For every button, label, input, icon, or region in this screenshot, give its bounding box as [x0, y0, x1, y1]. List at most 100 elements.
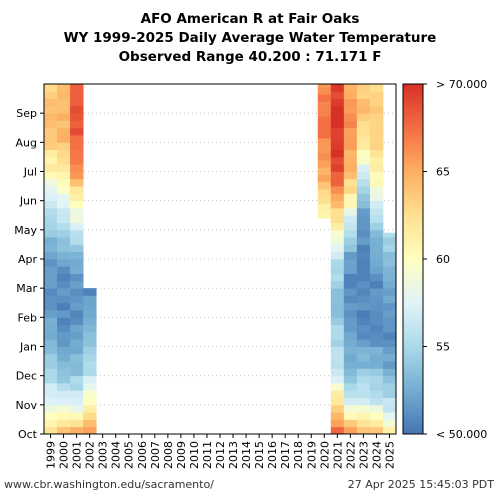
- heat-cell: [356, 135, 371, 143]
- heat-cell: [356, 295, 371, 304]
- heat-cell: [57, 200, 71, 209]
- heat-cell: [70, 135, 84, 143]
- chart-title-line-1: AFO American R at Fair Oaks: [140, 11, 360, 27]
- heat-cell: [343, 390, 358, 398]
- heat-cell: [330, 397, 345, 406]
- heat-cell: [369, 426, 384, 435]
- heat-cell: [343, 368, 358, 377]
- heat-cell: [70, 426, 84, 435]
- x-tick-label: 2024: [370, 441, 383, 469]
- heat-cell: [382, 273, 397, 282]
- heat-cell: [343, 98, 358, 107]
- heat-cell: [44, 127, 58, 136]
- heat-cell: [356, 171, 371, 180]
- heat-cell: [317, 203, 332, 212]
- heat-cell: [44, 404, 58, 413]
- heat-cell: [83, 346, 97, 355]
- heat-cell: [330, 186, 345, 194]
- heat-cell: [330, 310, 345, 318]
- heat-cell: [343, 237, 358, 245]
- heat-cell: [330, 419, 345, 428]
- heat-cell: [343, 412, 358, 420]
- heat-cell: [343, 149, 358, 158]
- heat-cell: [343, 404, 358, 413]
- heat-cell: [382, 382, 397, 391]
- grid-layer: [44, 112, 396, 406]
- heat-cell: [356, 164, 371, 172]
- heat-cell: [70, 339, 84, 347]
- heat-cell: [343, 397, 358, 406]
- heat-cell: [343, 91, 358, 99]
- heat-cell: [70, 259, 84, 267]
- heat-cell: [44, 302, 58, 311]
- year-column-2024: [369, 84, 384, 435]
- heat-cell: [70, 412, 84, 420]
- heat-cell: [356, 382, 371, 391]
- heat-cell: [382, 404, 397, 413]
- heat-cell: [70, 120, 84, 129]
- heat-cell: [369, 120, 384, 129]
- heat-cell: [356, 259, 371, 267]
- heat-cell: [356, 426, 371, 435]
- heat-cell: [369, 164, 384, 172]
- heat-cell: [83, 310, 97, 318]
- heat-cell: [83, 361, 97, 369]
- x-tick-label: 2016: [266, 441, 279, 469]
- heat-cell: [356, 237, 371, 245]
- x-tick-label: 2014: [240, 441, 253, 469]
- heat-cell: [369, 404, 384, 413]
- heat-cell: [343, 266, 358, 274]
- heat-cell: [356, 310, 371, 318]
- heat-cell: [343, 244, 358, 253]
- heat-cell: [70, 237, 84, 245]
- heat-cell: [57, 426, 71, 435]
- heat-cell: [44, 237, 58, 245]
- heat-cell: [356, 244, 371, 253]
- heat-cell: [83, 397, 97, 406]
- heat-cell: [70, 215, 84, 223]
- heat-cell: [356, 280, 371, 289]
- heat-cell: [44, 142, 58, 151]
- heat-cell: [83, 368, 97, 377]
- heat-cell: [382, 361, 397, 369]
- heat-cell: [382, 302, 397, 311]
- heat-cell: [369, 186, 384, 194]
- heat-cell: [330, 222, 345, 231]
- heat-cell: [356, 288, 371, 296]
- heat-cell: [343, 207, 358, 216]
- heat-cell: [369, 200, 384, 209]
- x-tick-label: 2020: [318, 441, 331, 469]
- heat-cell: [343, 178, 358, 187]
- heat-cell: [343, 186, 358, 194]
- heat-cell: [343, 346, 358, 355]
- heat-cell: [382, 397, 397, 406]
- heat-cell: [330, 113, 345, 121]
- year-column-2020: [317, 84, 332, 219]
- chart-title-line-2: WY 1999-2025 Daily Average Water Tempera…: [63, 30, 437, 46]
- heat-cell: [356, 178, 371, 187]
- heat-cell: [44, 98, 58, 107]
- heat-cell: [369, 207, 384, 216]
- heat-cell: [330, 193, 345, 202]
- heat-cell: [44, 324, 58, 333]
- heat-cell: [44, 84, 58, 92]
- x-tick-label: 2005: [123, 441, 136, 469]
- x-tick-label: 2017: [279, 441, 292, 469]
- heat-cell: [369, 375, 384, 384]
- heat-cell: [382, 412, 397, 420]
- heat-cell: [57, 105, 71, 114]
- heat-cell: [70, 222, 84, 231]
- heat-cell: [57, 186, 71, 194]
- x-tick-label: 2010: [188, 441, 201, 469]
- heat-cell: [57, 404, 71, 413]
- heat-cell: [57, 280, 71, 289]
- heat-cell: [317, 123, 332, 132]
- heat-cell: [57, 193, 71, 202]
- heat-cell: [44, 135, 58, 143]
- heat-cell: [343, 84, 358, 92]
- heat-cell: [356, 346, 371, 355]
- colorbar-tick-label: 55: [436, 341, 450, 354]
- heat-cell: [317, 108, 332, 117]
- heat-cell: [44, 390, 58, 398]
- heat-cell: [70, 200, 84, 209]
